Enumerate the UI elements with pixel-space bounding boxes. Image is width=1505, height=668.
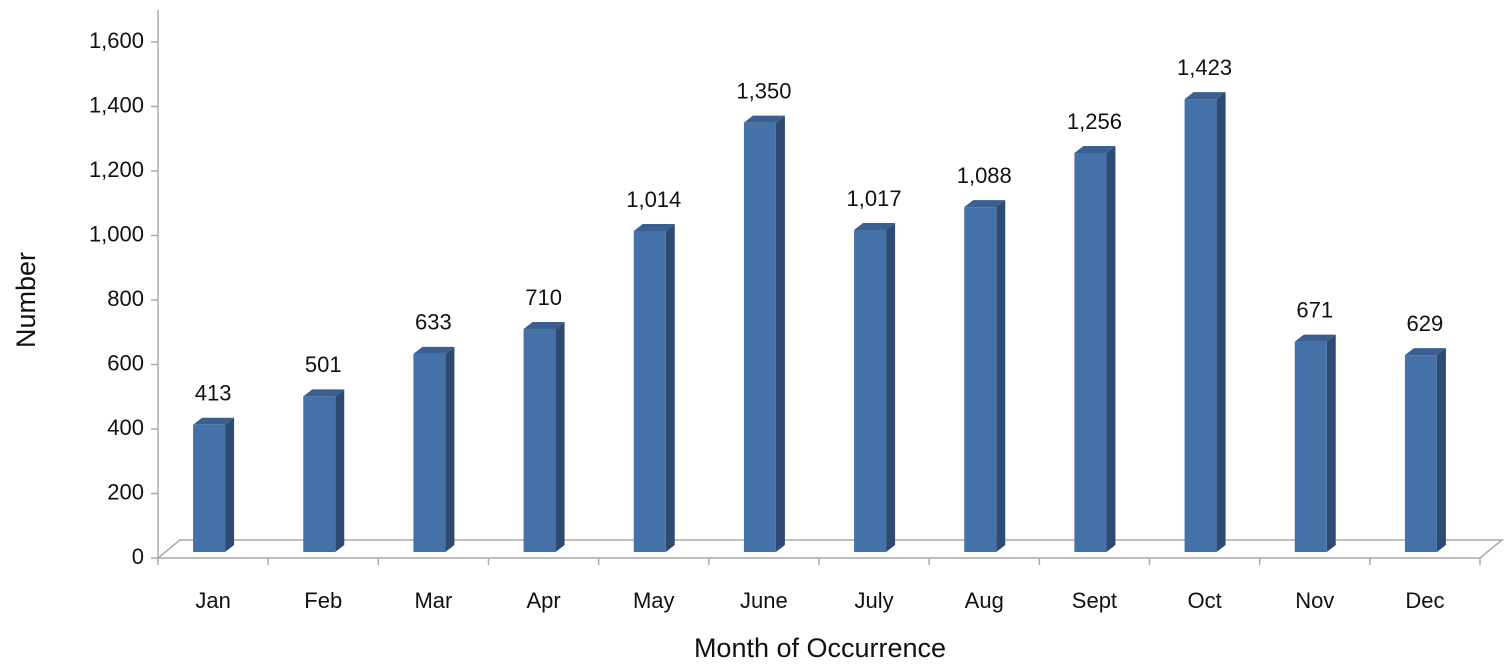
bar: [854, 223, 896, 552]
y-tick-label: 0: [132, 544, 144, 569]
bar-side: [996, 200, 1006, 552]
value-label: 413: [195, 381, 232, 406]
bar: [1404, 348, 1446, 552]
value-label: 501: [305, 352, 342, 377]
value-label: 1,350: [736, 78, 791, 103]
y-tick-label: 800: [107, 286, 144, 311]
bar: [964, 200, 1006, 552]
bar-side: [1436, 348, 1446, 552]
bar-top: [413, 346, 455, 354]
bar-front: [303, 396, 336, 552]
bar-top: [1074, 145, 1116, 153]
value-label: 1,256: [1067, 109, 1122, 134]
y-tick-label: 200: [107, 479, 144, 504]
bar: [1294, 334, 1336, 552]
bar-front: [1404, 355, 1437, 552]
bar-top: [633, 223, 675, 231]
bar-front: [854, 230, 887, 552]
bar-front: [193, 424, 226, 552]
bar: [193, 417, 235, 552]
bar-side: [555, 322, 565, 552]
bar: [1074, 145, 1116, 552]
bar-side: [335, 389, 345, 552]
bar-top: [964, 200, 1006, 208]
x-tick-label: Oct: [1187, 588, 1221, 613]
bar-front: [1074, 152, 1107, 552]
bar-top: [1184, 92, 1226, 100]
bar: [1184, 92, 1226, 553]
bar-top: [1404, 348, 1446, 356]
bar-side: [1106, 145, 1116, 552]
bar-side: [225, 417, 235, 552]
bar-front: [1294, 341, 1327, 552]
bar-front: [964, 207, 997, 552]
x-tick-label: Nov: [1295, 588, 1334, 613]
value-label: 1,088: [957, 163, 1012, 188]
y-axis-title: Number: [11, 252, 41, 348]
bar: [633, 223, 675, 553]
bar-top: [193, 417, 235, 425]
x-tick-label: Jan: [195, 588, 230, 613]
bar-top: [854, 223, 896, 231]
bar-front: [1184, 99, 1217, 553]
x-tick-label: Sept: [1072, 588, 1117, 613]
bar: [523, 322, 565, 552]
x-tick-label: Aug: [965, 588, 1004, 613]
bar-top: [743, 115, 785, 123]
x-axis-title: Month of Occurrence: [694, 633, 946, 663]
bar-front: [743, 122, 776, 552]
x-tick-label: Mar: [414, 588, 452, 613]
value-label: 1,014: [626, 187, 681, 212]
x-tick-label: May: [633, 588, 675, 613]
x-tick-label: Apr: [526, 588, 560, 613]
x-tick-label: June: [740, 588, 788, 613]
bar-top: [1294, 334, 1336, 342]
bar-side: [445, 346, 455, 552]
bar-side: [886, 223, 896, 552]
bar: [413, 346, 455, 552]
y-tick-label: 1,200: [89, 157, 144, 182]
y-tick-label: 1,000: [89, 221, 144, 246]
bar-top: [523, 322, 565, 330]
bar-side: [665, 223, 675, 553]
value-label: 629: [1407, 311, 1444, 336]
bar-side: [1216, 92, 1226, 553]
y-tick-label: 1,600: [89, 28, 144, 53]
y-tick-label: 600: [107, 350, 144, 375]
value-label: 1,423: [1177, 55, 1232, 80]
bar-front: [523, 329, 556, 552]
value-label: 710: [525, 285, 562, 310]
x-tick-label: Dec: [1405, 588, 1444, 613]
bar: [743, 115, 785, 552]
y-tick-label: 400: [107, 415, 144, 440]
bar-top: [303, 389, 345, 397]
bar-side: [775, 115, 785, 552]
bar: [303, 389, 345, 552]
y-tick-label: 1,400: [89, 92, 144, 117]
bar-side: [1326, 334, 1336, 552]
bar-front: [633, 230, 666, 553]
bar-front: [413, 353, 446, 552]
value-label: 633: [415, 310, 452, 335]
x-tick-label: July: [855, 588, 894, 613]
x-tick-label: Feb: [304, 588, 342, 613]
value-label: 1,017: [847, 186, 902, 211]
value-label: 671: [1296, 297, 1333, 322]
